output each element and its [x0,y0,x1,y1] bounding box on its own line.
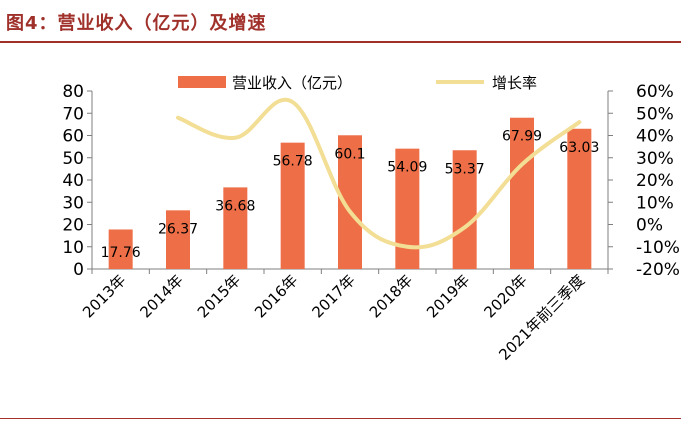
left-tick-label: 10 [62,238,84,258]
left-tick-label: 30 [62,193,84,213]
right-tick-label: 40% [636,127,674,147]
bar-value-label: 54.09 [387,160,427,176]
figure-title: 图4：营业收入（亿元）及增速 [6,13,267,34]
revenue-bar [510,117,534,269]
bar-value-label: 53.37 [445,161,485,177]
x-category-label: 2018年 [366,271,416,321]
x-category-label: 2017年 [308,271,358,321]
left-tick-label: 60 [62,127,84,147]
revenue-bar [223,187,248,269]
left-tick-label: 50 [62,149,84,169]
legend-bar-swatch [178,76,226,88]
bottom-rule [0,418,681,419]
x-category-label: 2013年 [79,271,129,321]
bar-value-label: 67.99 [502,129,542,145]
x-category-label: 2016年 [251,271,301,321]
x-category-label: 2020年 [480,271,530,321]
bar-value-label: 63.03 [559,140,599,156]
left-tick-label: 0 [73,260,84,280]
x-axis-labels: 2013年 2014年 2015年 2016年 2017年 2018年 2019年 2020年… [79,271,588,364]
x-category-label: 2014年 [136,271,186,321]
left-tick-label: 80 [62,82,84,102]
right-tick-label: 20% [636,171,674,191]
bar-labels: 17.76 26.37 36.68 56.78 60.1 54.09 53.37 67.99 6… [101,129,600,261]
left-tick-label: 70 [62,104,84,124]
right-tick-label: 50% [636,104,674,124]
right-tick-label: -20% [636,260,680,280]
legend-bar-label: 营业收入（亿元） [232,74,352,92]
bar-value-label: 36.68 [215,198,255,214]
right-tick-label: 10% [636,193,674,213]
bars [108,117,592,269]
revenue-bar [280,142,305,269]
right-tick-label: -10% [636,238,680,258]
revenue-bar [166,210,190,269]
right-tick-label: 60% [636,82,674,102]
right-tick-label: 30% [636,149,674,169]
growth-rate-line [176,97,582,250]
x-category-label: 2015年 [194,271,244,321]
bar-value-label: 26.37 [158,221,198,237]
growth-line-group [176,97,582,250]
left-tick-label: 40 [62,171,84,191]
right-tick-label: 0% [636,216,663,236]
legend: 营业收入（亿元） 增长率 [178,74,537,92]
left-tick-label: 20 [62,216,84,236]
bar-value-label: 60.1 [334,146,365,162]
bar-value-label: 56.78 [273,154,313,170]
revenue-bar [452,150,477,269]
bar-value-label: 17.76 [101,245,141,261]
x-category-label: 2019年 [423,271,473,321]
revenue-bar [108,229,133,269]
legend-line-label: 增长率 [492,74,537,92]
revenue-bar [567,128,592,269]
title-rule [0,41,681,43]
